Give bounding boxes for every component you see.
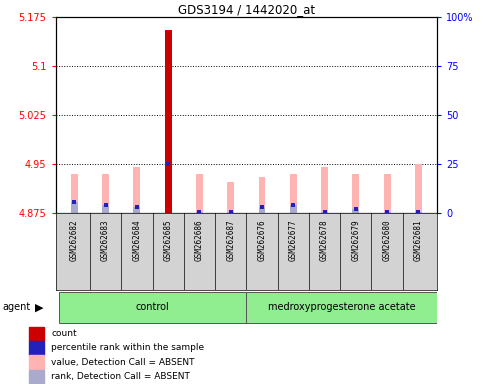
Bar [165, 164, 171, 213]
Bar [353, 209, 359, 213]
Bar [258, 177, 266, 213]
Text: GSM262687: GSM262687 [226, 219, 235, 261]
Bar [196, 212, 203, 213]
Bar [71, 202, 78, 213]
Text: rank, Detection Call = ABSENT: rank, Detection Call = ABSENT [51, 372, 190, 381]
Bar [165, 30, 171, 213]
Bar [133, 167, 140, 213]
FancyBboxPatch shape [246, 292, 437, 323]
Text: agent: agent [2, 302, 30, 312]
Bar [353, 174, 359, 213]
Text: count: count [51, 329, 77, 338]
Bar [321, 167, 328, 213]
Text: GSM262678: GSM262678 [320, 219, 329, 261]
Bar [196, 174, 203, 213]
Bar [28, 356, 44, 369]
Bar [290, 205, 297, 213]
Bar [28, 341, 44, 355]
Bar [415, 212, 422, 213]
FancyBboxPatch shape [58, 292, 246, 323]
Bar [321, 212, 328, 213]
Text: GSM262676: GSM262676 [257, 219, 267, 261]
Bar [258, 207, 266, 213]
Bar [165, 30, 171, 213]
Text: medroxyprogesterone acetate: medroxyprogesterone acetate [268, 302, 415, 312]
Text: GSM262684: GSM262684 [132, 219, 142, 261]
Text: GSM262681: GSM262681 [414, 219, 423, 261]
Text: GSM262686: GSM262686 [195, 219, 204, 261]
Bar [384, 212, 391, 213]
Text: value, Detection Call = ABSENT: value, Detection Call = ABSENT [51, 358, 195, 367]
Text: GSM262683: GSM262683 [101, 219, 110, 261]
Text: GSM262679: GSM262679 [351, 219, 360, 261]
Bar [102, 174, 109, 213]
Bar [384, 174, 391, 213]
Bar [102, 205, 109, 213]
Text: GSM262680: GSM262680 [383, 219, 392, 261]
Text: GSM262682: GSM262682 [70, 219, 79, 261]
Text: GSM262685: GSM262685 [164, 219, 172, 261]
Bar [28, 327, 44, 341]
Bar [71, 174, 78, 213]
Text: percentile rank within the sample: percentile rank within the sample [51, 344, 204, 353]
Text: ▶: ▶ [35, 302, 43, 312]
Bar [227, 212, 234, 213]
Bar [133, 207, 140, 213]
Bar [227, 182, 234, 213]
Text: GSM262677: GSM262677 [289, 219, 298, 261]
Bar [28, 370, 44, 384]
Bar [290, 174, 297, 213]
Bar [415, 164, 422, 213]
Title: GDS3194 / 1442020_at: GDS3194 / 1442020_at [178, 3, 315, 16]
Text: control: control [136, 302, 170, 312]
